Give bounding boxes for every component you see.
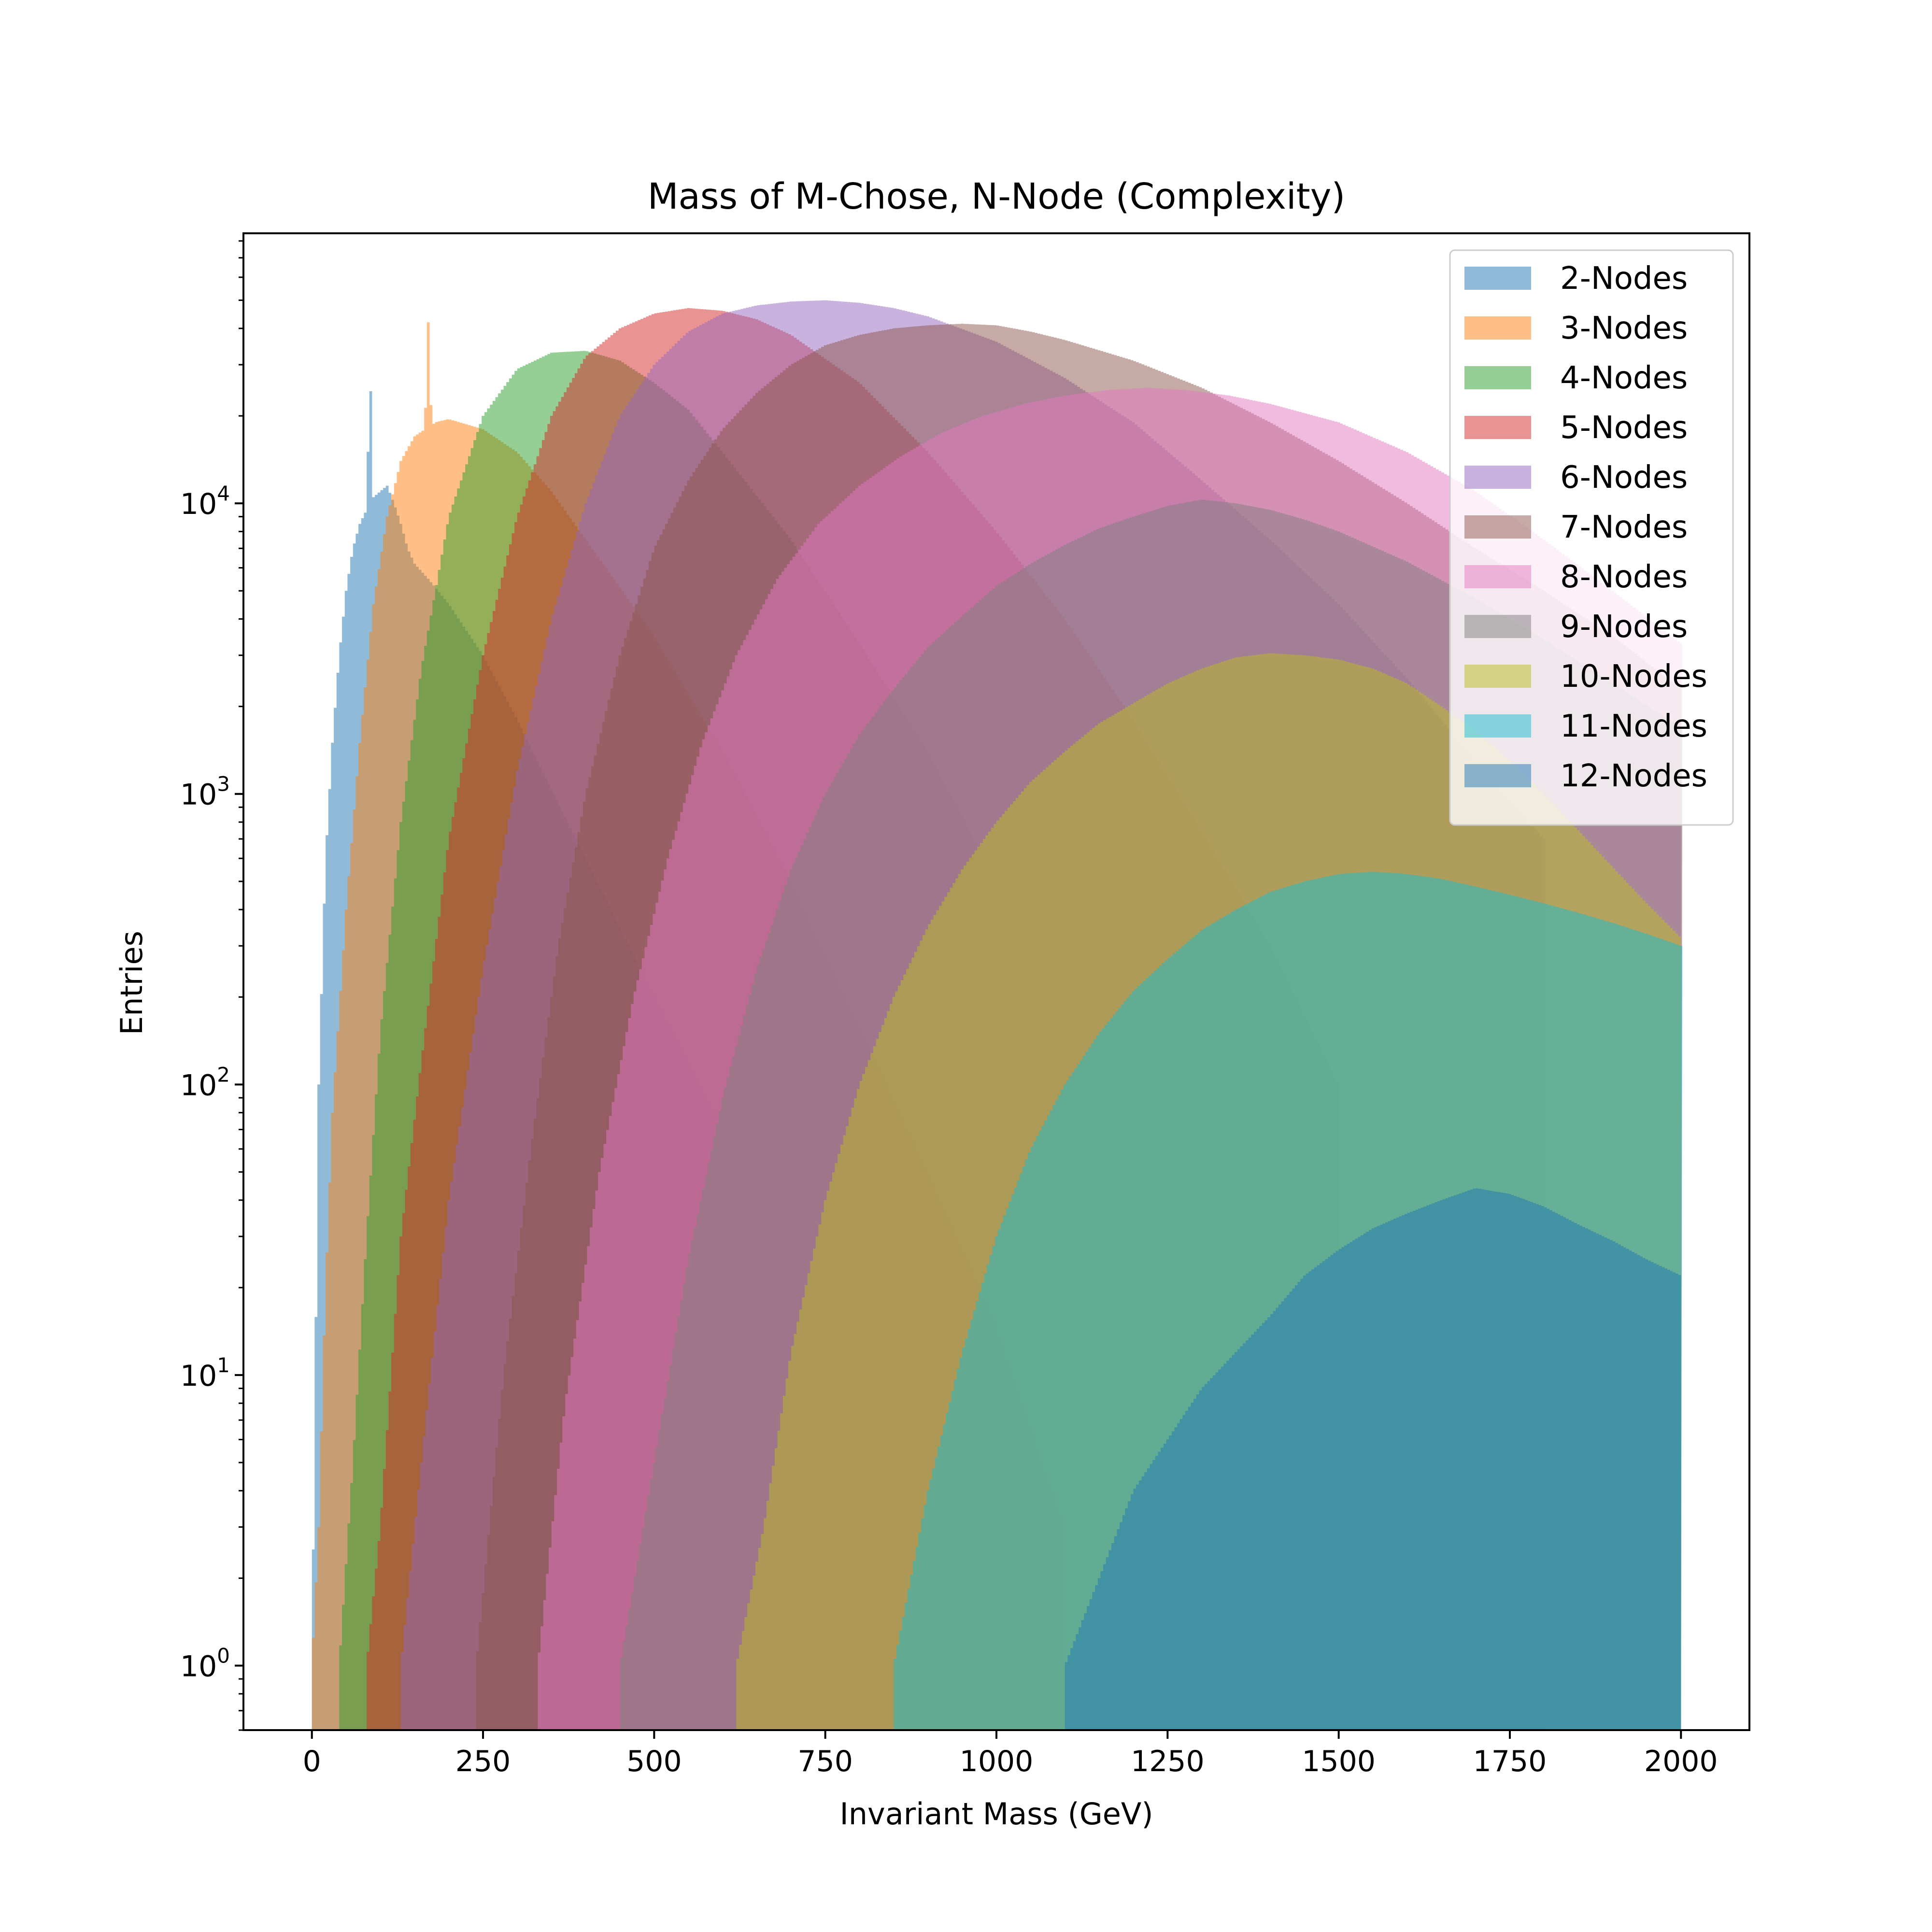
legend-swatch	[1464, 714, 1531, 738]
chart-title: Mass of M-Chose, N-Node (Complexity)	[648, 176, 1346, 217]
y-tick-label: 101	[180, 1353, 230, 1393]
y-axis-label: Entries	[114, 931, 149, 1035]
legend-label: 11-Nodes	[1560, 709, 1707, 744]
x-axis: 0 250 500 750 1000 1250 1500 1750 2000	[303, 1730, 1718, 1778]
legend-label: 10-Nodes	[1560, 659, 1707, 695]
x-tick-label: 2000	[1644, 1745, 1718, 1778]
series-12-nodes-histogram	[1065, 1188, 1681, 1730]
x-tick-label: 1500	[1302, 1745, 1376, 1778]
legend-swatch	[1464, 764, 1531, 787]
x-tick-label: 0	[303, 1745, 321, 1778]
legend-swatch	[1464, 466, 1531, 489]
legend-swatch	[1464, 267, 1531, 290]
legend-label: 4-Nodes	[1560, 360, 1688, 396]
x-axis-label: Invariant Mass (GeV)	[839, 1796, 1153, 1832]
legend-label: 7-Nodes	[1560, 510, 1688, 545]
x-tick-label: 1000	[960, 1745, 1034, 1778]
legend-label: 2-Nodes	[1560, 261, 1688, 297]
legend-label: 6-Nodes	[1560, 460, 1688, 496]
legend-swatch	[1464, 515, 1531, 539]
y-tick-label: 104	[180, 482, 230, 521]
legend-swatch	[1464, 615, 1531, 638]
x-tick-label: 750	[797, 1745, 853, 1778]
y-tick-label: 100	[180, 1644, 230, 1684]
y-tick-label: 103	[180, 772, 230, 812]
legend-swatch	[1464, 565, 1531, 588]
legend-label: 9-Nodes	[1560, 609, 1688, 645]
legend-label: 8-Nodes	[1560, 559, 1688, 595]
legend-label: 12-Nodes	[1560, 758, 1707, 794]
x-tick-label: 1750	[1473, 1745, 1547, 1778]
legend-swatch	[1464, 665, 1531, 688]
legend-label: 5-Nodes	[1560, 410, 1688, 446]
y-axis: 100 101 102 103 104	[180, 240, 243, 1731]
legend-swatch	[1464, 316, 1531, 340]
legend-swatch	[1464, 366, 1531, 389]
x-tick-label: 500	[626, 1745, 682, 1778]
series-layer	[312, 300, 1683, 1730]
x-tick-label: 1250	[1131, 1745, 1205, 1778]
y-tick-label: 102	[180, 1063, 230, 1102]
x-tick-label: 250	[455, 1745, 511, 1778]
legend-label: 3-Nodes	[1560, 311, 1688, 346]
legend: 2-Nodes 3-Nodes 4-Nodes 5-Nodes 6-Nodes 7-Nod…	[1449, 249, 1734, 826]
legend-swatch	[1464, 416, 1531, 439]
